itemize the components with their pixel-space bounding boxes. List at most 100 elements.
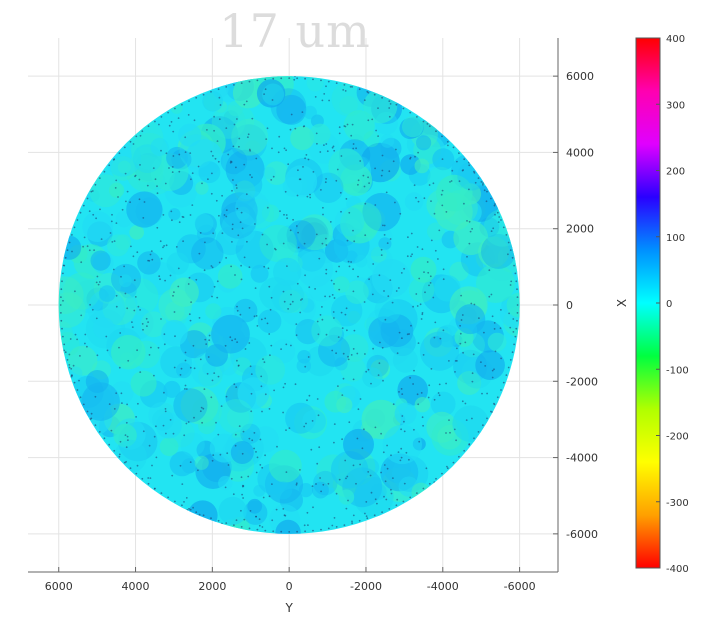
edge-point [381, 96, 383, 99]
measurement-point [297, 231, 299, 234]
y-tick-label: 4000 [566, 146, 594, 159]
edge-point [490, 410, 492, 413]
measurement-point [471, 228, 473, 230]
measurement-point [392, 160, 395, 163]
measurement-point [347, 499, 349, 502]
measurement-point [308, 394, 311, 397]
measurement-point [318, 257, 321, 260]
measurement-point [346, 239, 349, 242]
edge-point [335, 526, 338, 528]
edge-point [304, 77, 306, 80]
measurement-point [401, 415, 404, 417]
measurement-point [381, 169, 384, 172]
measurement-point [273, 389, 275, 392]
measurement-point [342, 377, 345, 380]
measurement-point [302, 125, 305, 128]
measurement-point [234, 433, 237, 436]
measurement-point [189, 461, 192, 463]
edge-point [76, 219, 79, 221]
measurement-point [259, 464, 262, 466]
edge-point [60, 319, 63, 322]
measurement-point [494, 350, 497, 353]
measurement-point [91, 308, 94, 311]
heatmap-blotch [394, 402, 417, 425]
measurement-point [325, 272, 328, 275]
measurement-point [304, 365, 307, 368]
measurement-point [95, 217, 97, 220]
heatmap-blotch [218, 399, 254, 434]
edge-point [482, 183, 484, 186]
measurement-point [191, 204, 194, 207]
heatmap-blotch [262, 83, 285, 106]
measurement-point [297, 169, 299, 172]
heatmap-blotch [333, 276, 350, 293]
measurement-point [260, 375, 263, 378]
measurement-point [139, 309, 142, 311]
heatmap-blotch [180, 432, 205, 457]
edge-point [90, 190, 93, 193]
measurement-point [348, 421, 351, 424]
heatmap-blotch [328, 148, 365, 184]
measurement-point [71, 250, 73, 253]
measurement-point [115, 392, 118, 395]
measurement-point [297, 246, 300, 249]
measurement-point [156, 185, 158, 188]
measurement-point [260, 385, 263, 388]
edge-point [296, 77, 298, 80]
measurement-point [154, 178, 157, 181]
measurement-point [289, 128, 292, 131]
heatmap-blotch [409, 277, 435, 303]
measurement-point [278, 135, 281, 138]
measurement-point [440, 193, 443, 196]
measurement-point [70, 367, 73, 370]
edge-point [500, 389, 502, 391]
measurement-point [419, 303, 422, 306]
x-tick-label: 2000 [198, 580, 226, 593]
measurement-point [129, 201, 132, 204]
measurement-point [197, 165, 200, 168]
measurement-point [78, 379, 80, 382]
heatmap-blotch [457, 161, 487, 191]
measurement-point [427, 271, 430, 274]
edge-point [256, 79, 259, 82]
measurement-point [377, 374, 380, 376]
heatmap-blotch [140, 311, 167, 338]
measurement-point [286, 217, 288, 220]
measurement-point [357, 179, 360, 182]
measurement-point [172, 130, 175, 133]
heatmap-blotch [475, 350, 505, 381]
heatmap-blotch [457, 371, 482, 395]
edge-point [500, 219, 502, 221]
edge-point [428, 125, 431, 128]
heatmap-blotch [313, 470, 338, 496]
measurement-point [240, 211, 243, 214]
measurement-point [456, 160, 458, 163]
measurement-point [287, 308, 289, 310]
measurement-point [304, 274, 306, 277]
measurement-point [333, 317, 335, 319]
measurement-point [184, 384, 187, 387]
measurement-point [93, 249, 95, 252]
measurement-point [271, 99, 274, 101]
edge-point [288, 77, 291, 79]
measurement-point [269, 354, 271, 357]
measurement-point [403, 482, 406, 485]
measurement-point [320, 189, 322, 191]
measurement-point [171, 171, 174, 174]
edge-point [113, 158, 116, 161]
measurement-point [264, 393, 267, 396]
measurement-point [248, 342, 251, 344]
measurement-point [381, 346, 384, 349]
edge-point [60, 312, 62, 314]
measurement-point [359, 463, 361, 466]
measurement-point [147, 321, 150, 323]
measurement-point [331, 294, 334, 296]
measurement-point [165, 152, 168, 155]
measurement-point [325, 237, 327, 240]
heatmap-blotch [313, 172, 344, 203]
edge-point [327, 80, 330, 83]
measurement-point [432, 182, 435, 185]
measurement-point [189, 508, 192, 511]
measurement-point [283, 213, 285, 216]
measurement-point [377, 107, 379, 109]
